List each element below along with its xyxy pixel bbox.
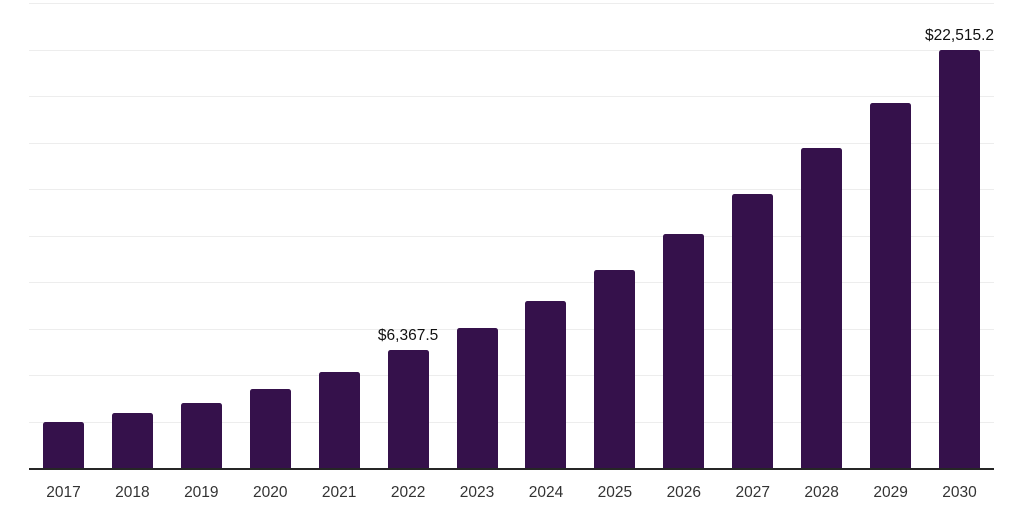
gridline	[29, 49, 994, 51]
bar-2020[interactable]	[249, 388, 291, 469]
bar-2027[interactable]	[732, 194, 774, 469]
x-tick-label: 2020	[253, 484, 288, 501]
x-tick-label: 2029	[873, 484, 908, 501]
x-axis-line	[29, 468, 994, 470]
bar-2023[interactable]	[456, 328, 498, 469]
x-tick-label: 2024	[528, 484, 564, 501]
gridline	[29, 328, 994, 330]
x-tick-label: 2028	[804, 484, 839, 501]
x-tick-label: 2017	[46, 484, 81, 501]
gridline	[29, 375, 994, 377]
bar-2022[interactable]	[387, 350, 429, 469]
bar-2021[interactable]	[318, 372, 360, 469]
bar-2029[interactable]	[870, 103, 912, 469]
bar-2028[interactable]	[801, 147, 843, 469]
value-label: $6,367.5	[377, 327, 439, 345]
x-tick-label: 2019	[184, 484, 219, 501]
x-tick-label: 2021	[321, 484, 357, 501]
gridline	[29, 189, 994, 191]
x-tick-label: 2027	[735, 484, 770, 501]
x-tick-label: 2022	[390, 484, 426, 501]
x-tick-label: 2025	[597, 484, 633, 501]
x-tick-label: 2023	[459, 484, 495, 501]
x-tick-label: 2018	[115, 484, 150, 501]
x-tick-label: 2030	[942, 484, 977, 501]
gridline	[29, 282, 994, 284]
bar-2030[interactable]	[939, 49, 981, 469]
gridline	[29, 235, 994, 237]
gridline	[29, 142, 994, 144]
gridline	[29, 96, 994, 98]
bar-2026[interactable]	[663, 234, 705, 469]
value-label: $22,515.2	[925, 26, 995, 44]
x-tick-label: 2026	[666, 484, 702, 501]
bar-2024[interactable]	[525, 301, 567, 469]
gridline	[29, 421, 994, 423]
bar-2018[interactable]	[111, 413, 153, 469]
gridline	[29, 3, 994, 4]
bar-2025[interactable]	[594, 269, 636, 469]
bar-2019[interactable]	[180, 402, 222, 469]
bar-2017[interactable]	[42, 422, 84, 469]
